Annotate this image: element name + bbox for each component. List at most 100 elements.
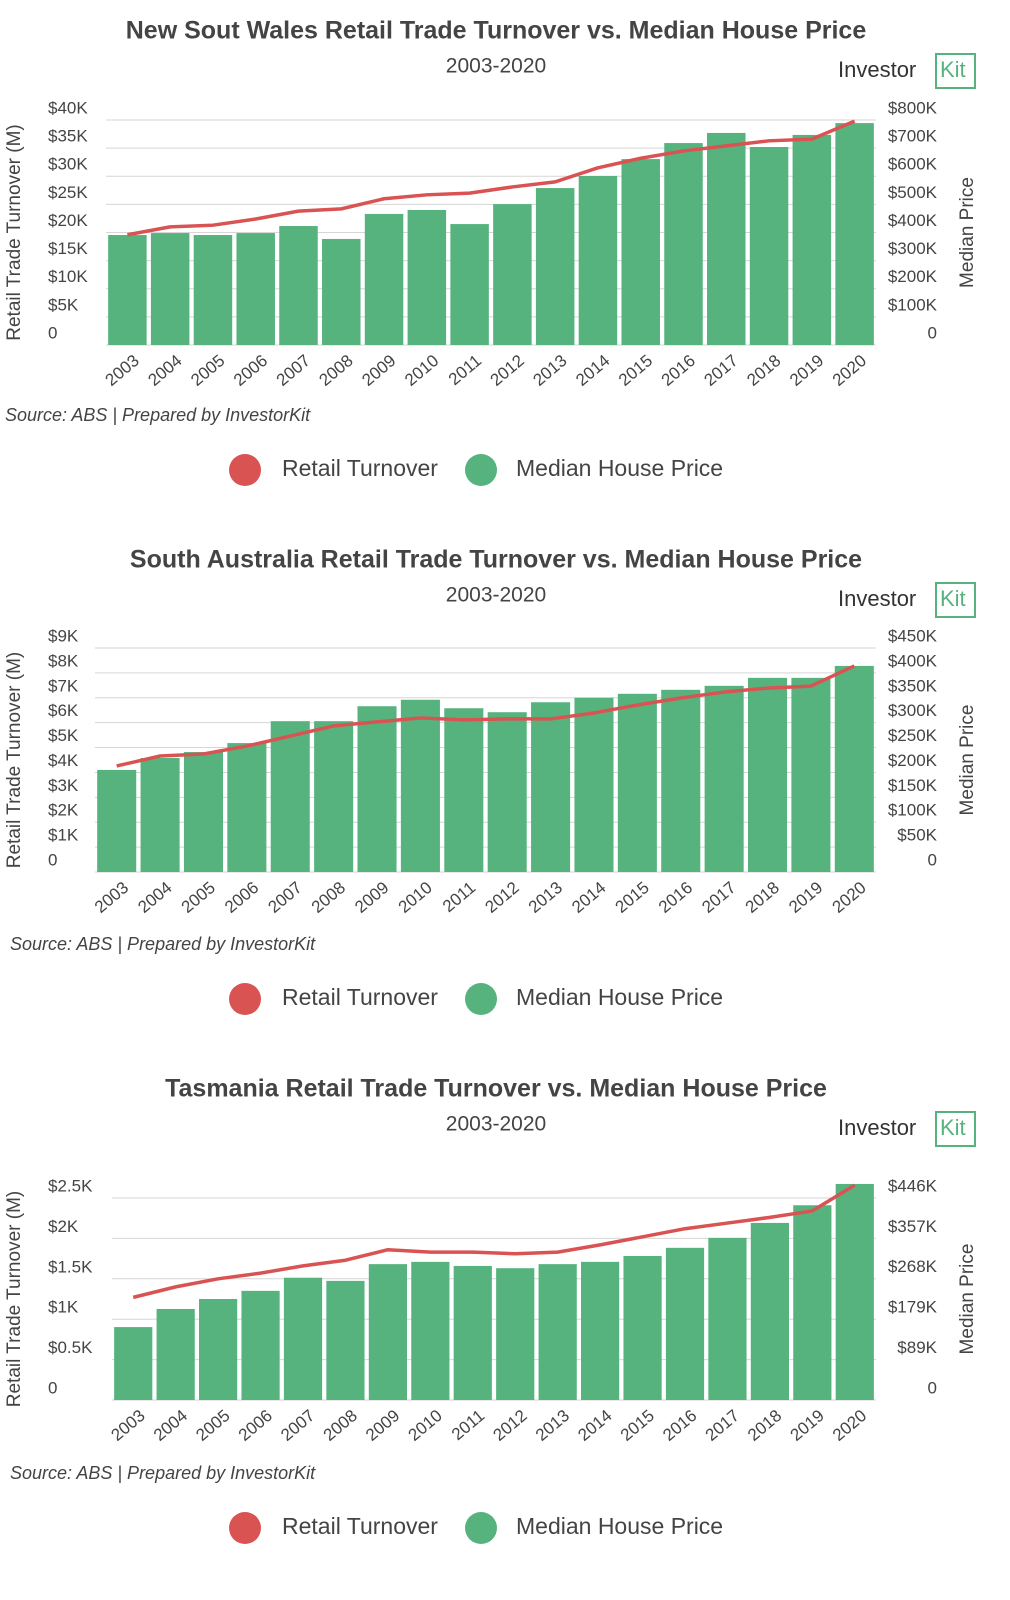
y2-tick-label: 0 [928,850,937,869]
y-tick-label: $15K [48,239,88,258]
y-tick-label: $5K [48,295,79,314]
x-tick-label: 2008 [316,351,357,390]
chart-subtitle: 2003-2020 [446,1113,546,1136]
bar [578,175,618,345]
y2-tick-label: $450K [888,626,938,645]
bar [664,143,703,345]
bar [581,1261,620,1400]
y-tick-label: $7K [48,676,79,695]
x-tick-label: 2019 [787,1406,828,1445]
x-tick-label: 2019 [786,351,827,390]
x-tick-label: 2007 [277,1406,318,1445]
bar [665,1247,705,1400]
y2-tick-label: 0 [928,1378,937,1397]
brand-mark: Kit [940,57,966,82]
y-tick-label: $35K [48,127,88,146]
brand-box [935,582,976,618]
legend-label: Median House Price [516,1513,723,1539]
brand-mark: Kit [940,1115,966,1140]
bar [531,702,571,872]
bar [283,1277,323,1400]
bar [493,204,532,345]
legend-label: Retail Turnover [282,984,438,1010]
y-tick-label: $1K [48,826,79,845]
y-tick-label: $40K [48,98,88,117]
y2-tick-label: $200K [888,267,938,286]
x-tick-label: 2011 [439,878,479,916]
y-tick-label: $0.5K [48,1338,93,1357]
y2-tick-label: $700K [888,127,938,146]
y-tick-label: 0 [48,1378,57,1397]
bar [704,685,744,872]
y-axis-title: Retail Trade Turnover (M) [4,652,25,868]
x-tick-label: 2018 [744,1406,785,1445]
legend-marker [229,983,261,1015]
x-tick-label: 2010 [401,351,442,390]
bar [193,235,233,345]
bar [411,1261,450,1400]
bar [834,665,874,872]
y2-axis-title: Median Price [957,705,978,816]
y2-tick-label: $50K [897,826,937,845]
x-tick-label: 2006 [235,1406,276,1445]
y-tick-label: $9K [48,626,79,645]
x-tick-label: 2003 [102,351,143,390]
legend-label: Retail Turnover [282,1513,438,1539]
y2-tick-label: $446K [888,1176,938,1195]
chart-title: New Sout Wales Retail Trade Turnover vs.… [126,17,867,45]
bar [279,226,318,345]
y-tick-label: $2K [48,801,79,820]
y-tick-label: $1K [48,1298,79,1317]
bar [535,188,575,345]
x-tick-label: 2003 [91,878,132,917]
x-tick-label: 2019 [785,878,826,917]
bar [793,1205,832,1400]
bar [749,147,789,345]
bar [748,677,788,872]
x-tick-label: 2020 [829,1406,870,1445]
bar [400,699,440,872]
brand: Investor [838,586,916,611]
chart: New Sout Wales Retail Trade Turnover vs.… [4,17,978,486]
line [116,664,856,768]
y-tick-label: $5K [48,726,79,745]
legend-marker [465,1512,497,1544]
x-tick-label: 2014 [568,878,609,917]
x-tick-label: 2004 [144,351,185,390]
y2-tick-label: $300K [888,239,938,258]
x-tick-label: 2018 [743,351,784,390]
chart-title: South Australia Retail Trade Turnover vs… [130,546,862,574]
y2-tick-label: $179K [888,1297,938,1316]
x-tick-label: 2017 [698,878,739,917]
y-tick-label: $2.5K [48,1176,93,1195]
bar [661,689,701,872]
x-tick-label: 2020 [829,878,870,917]
legend-marker [229,1512,261,1544]
y2-axis-title: Median Price [957,1244,978,1355]
y2-tick-label: $200K [888,751,938,770]
x-tick-label: 2012 [489,1406,530,1445]
bar [496,1268,535,1400]
legend-label: Median House Price [516,984,723,1010]
bar [453,1265,492,1400]
y-tick-label: $30K [48,155,88,174]
bar [621,159,660,345]
bar [574,697,614,872]
x-tick-label: 2017 [701,351,742,390]
chart: Tasmania Retail Trade Turnover vs. Media… [4,1075,978,1544]
bar [150,233,190,345]
y2-axis-title: Median Price [957,177,978,288]
x-tick-label: 2015 [612,878,653,917]
x-tick-label: 2017 [702,1406,743,1445]
x-tick-label: 2016 [658,351,699,390]
y-tick-label: $1.5K [48,1257,93,1276]
bar [183,752,223,872]
bar [97,769,137,872]
x-tick-label: 2008 [308,878,349,917]
x-tick-label: 2020 [829,351,870,390]
bar [750,1222,789,1400]
legend-marker [465,454,497,486]
chart: South Australia Retail Trade Turnover vs… [4,546,978,1015]
bar [623,1255,662,1400]
